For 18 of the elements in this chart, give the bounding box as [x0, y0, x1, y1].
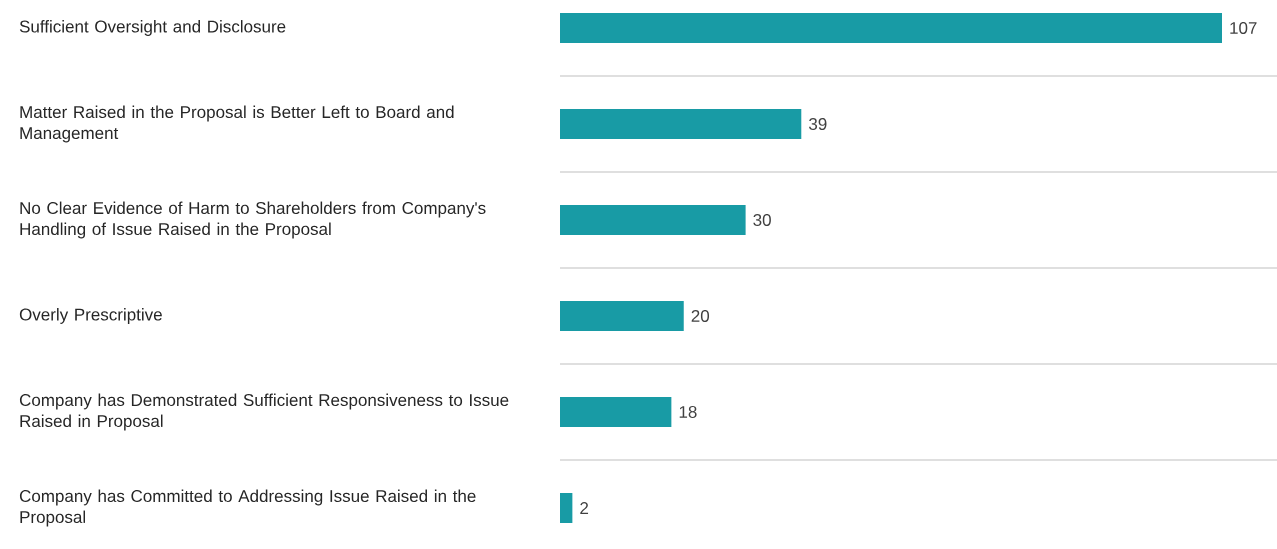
bar: [560, 12, 1222, 43]
y-tick-label: Sufficient Oversight and Disclosure: [19, 20, 286, 36]
y-tick-label: No Clear Evidence of Harm to Shareholders from Company's Handling of Issue Raised in the Proposal: [20, 201, 486, 239]
y-tick-label: Company has Demonstrated Sufficient Responsiveness to Issue Raised in Proposal: [19, 393, 509, 431]
data-label: 18: [679, 405, 697, 418]
data-label: 20: [691, 309, 710, 322]
y-tick-label: Overly Prescriptive: [19, 308, 162, 324]
bar: [560, 204, 746, 235]
data-label: 2: [580, 502, 589, 514]
bar: [560, 108, 802, 139]
y-tick-label: Company has Committed to Addressing Issue Raised in the Proposal: [19, 489, 476, 527]
data-label: 107: [1230, 21, 1257, 34]
y-tick-label: Matter Raised in the Proposal is Better Left to Board and Management: [20, 105, 454, 143]
bar: [560, 396, 672, 427]
bar: [560, 300, 684, 331]
bar: [560, 492, 573, 523]
data-label: 30: [753, 213, 771, 226]
data-label: 39: [809, 117, 827, 130]
